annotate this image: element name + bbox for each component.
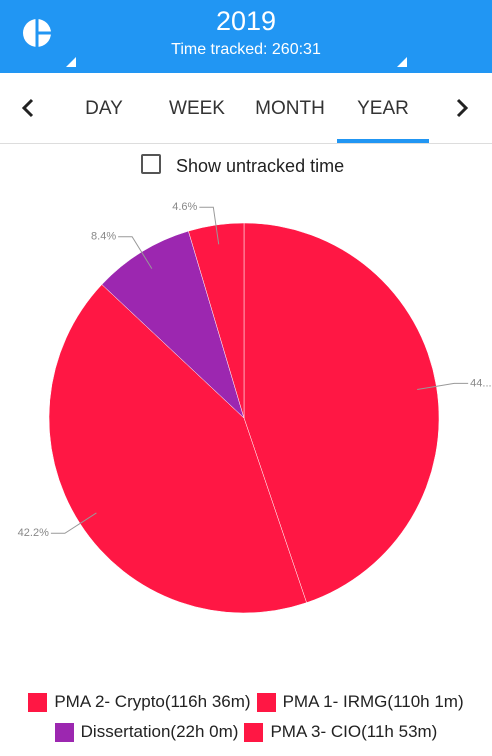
value-label: 8.4% [91, 231, 116, 243]
tab[interactable]: DAY [85, 98, 123, 119]
legend-item: PMA 3- CIO(11h 53m) [244, 722, 437, 742]
legend-item: Dissertation(22h 0m) [54, 722, 239, 742]
legend-swatch [54, 722, 74, 742]
tab[interactable]: WEEK [169, 98, 225, 119]
prev-arrow[interactable] [18, 98, 38, 118]
leader-line [199, 206, 220, 245]
leader-line [118, 236, 153, 269]
legend-swatch [244, 722, 264, 742]
title[interactable]: 2019 [215, 6, 277, 36]
leader-line [50, 512, 97, 534]
app-icon[interactable] [22, 18, 52, 48]
legend-label: Dissertation(22h 0m) [80, 722, 239, 741]
app-bar: 2019 Time tracked: 260:31 [0, 0, 492, 73]
dropdown-indicator [397, 57, 407, 67]
legend-swatch [28, 692, 48, 712]
legend-label: PMA 1- IRMG(110h 1m) [282, 692, 464, 711]
tab[interactable]: MONTH [255, 98, 325, 119]
legend-swatch [256, 692, 276, 712]
tab-bar: DAY WEEK MONTH YEAR [0, 73, 492, 144]
checkbox-label[interactable]: Show untracked time [176, 156, 345, 176]
value-label: 42.2% [18, 527, 49, 539]
dropdown-indicator [66, 57, 76, 67]
pie-chart: 44.... 42.2% 8.4% 4.6% [18, 201, 492, 614]
leader-line [417, 382, 469, 390]
subtitle[interactable]: Time tracked: 260:31 [171, 41, 321, 58]
legend-item: PMA 2- Crypto(116h 36m) [28, 692, 251, 712]
value-label: 44.... [470, 377, 492, 389]
value-label: 4.6% [172, 201, 197, 213]
legend-item: PMA 1- IRMG(110h 1m) [256, 692, 464, 712]
legend-label: PMA 3- CIO(11h 53m) [270, 722, 438, 741]
tab[interactable]: YEAR [337, 73, 429, 143]
checkbox[interactable] [141, 154, 161, 174]
legend-label: PMA 2- Crypto(116h 36m) [54, 692, 251, 711]
next-arrow[interactable] [452, 98, 472, 118]
legend: PMA 2- Crypto(116h 36m) PMA 1- IRMG(110h … [0, 692, 492, 742]
